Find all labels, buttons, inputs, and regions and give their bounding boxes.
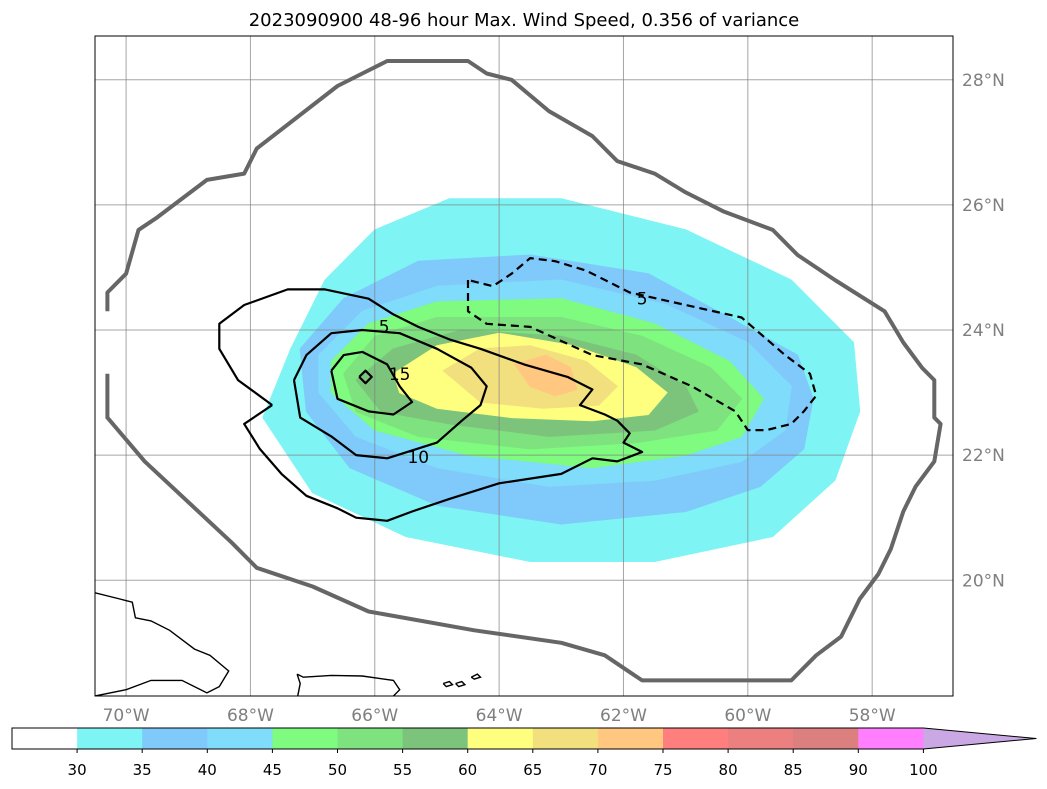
colorbar-tick-label: 45 (263, 761, 282, 779)
colorbar-segment (793, 728, 859, 749)
colorbar-segment (12, 728, 78, 749)
coastlines (95, 592, 561, 704)
colorbar-tick-label: 100 (909, 761, 938, 779)
contour-label: 15 (389, 365, 411, 385)
colorbar-segment (532, 728, 599, 749)
coastline (455, 680, 467, 688)
colorbar-segment (207, 728, 273, 749)
colorbar-segment (663, 728, 729, 749)
colorbar-segment (77, 728, 143, 749)
filled-contours (262, 198, 861, 562)
domain-boundary (105, 59, 943, 683)
latitude-tick-labels: 20°N 22°N 24°N 26°N 28°N (962, 71, 1005, 591)
contour-line-20 (358, 369, 373, 385)
lat-tick-label: 22°N (962, 446, 1005, 466)
colorbar-tick-label: 30 (68, 761, 87, 779)
contour-label: 5 (379, 317, 390, 337)
colorbar-tick-label: 40 (198, 761, 217, 779)
coastline (296, 673, 401, 696)
colorbar-tick-label: 75 (653, 761, 672, 779)
coastline (470, 673, 482, 680)
colorbar-segment (337, 728, 404, 749)
chart-title: 2023090900 48-96 hour Max. Wind Speed, 0… (249, 10, 800, 31)
coastline (552, 698, 561, 704)
lon-tick-label: 60°W (724, 706, 771, 726)
contour-line-10 (292, 328, 488, 460)
colorbar-segment (467, 728, 534, 749)
colorbar-segment (142, 728, 208, 749)
colorbar-outline (11, 727, 1037, 750)
colorbar-tick-label: 55 (393, 761, 412, 779)
gridlines (95, 36, 953, 696)
colorbar-segment (858, 728, 924, 749)
contour-label: 5 (637, 290, 648, 310)
colorbar-tick-label: 60 (458, 761, 477, 779)
lat-tick-label: 24°N (962, 321, 1005, 341)
contour-label: 10 (407, 448, 429, 468)
lat-tick-label: 26°N (962, 196, 1005, 216)
line-contours (218, 257, 818, 522)
map-plot-area: 5 15 10 5 (95, 36, 953, 704)
lon-tick-label: 62°W (600, 706, 647, 726)
colorbar-tick-label: 80 (719, 761, 738, 779)
lon-tick-label: 64°W (476, 706, 523, 726)
colorbar-segment (272, 728, 339, 749)
colorbar-segment (402, 728, 469, 749)
lon-tick-label: 68°W (227, 706, 274, 726)
coastline (95, 592, 230, 696)
lat-tick-label: 20°N (962, 571, 1005, 591)
colorbar-tick-label: 90 (849, 761, 868, 779)
colorbar-segment (597, 728, 664, 749)
colorbar-extend-arrow (923, 728, 1037, 749)
colorbar-tick-label: 70 (588, 761, 607, 779)
contour-labels: 5 15 10 5 (379, 290, 648, 468)
contour-line-15 (330, 350, 414, 416)
colorbar-tick-label: 65 (523, 761, 542, 779)
lon-tick-label: 66°W (351, 706, 398, 726)
colorbar (11, 727, 1037, 750)
contour-line-5 (218, 288, 644, 522)
colorbar-tick-label: 85 (784, 761, 803, 779)
domain-boundary-line (105, 59, 943, 683)
lon-tick-label: 58°W (849, 706, 896, 726)
lon-tick-label: 70°W (103, 706, 150, 726)
lat-tick-label: 28°N (962, 71, 1005, 91)
colorbar-tick-labels: 30 35 40 45 50 55 60 65 70 75 80 85 90 100 (68, 749, 938, 779)
map-frame (94, 35, 954, 697)
colorbar-tick-label: 50 (328, 761, 347, 779)
colorbar-tick-label: 35 (133, 761, 152, 779)
coastline (400, 698, 419, 702)
coastline (442, 680, 454, 688)
colorbar-segment (728, 728, 794, 749)
longitude-tick-labels: 70°W 68°W 66°W 64°W 62°W 60°W 58°W (103, 706, 896, 726)
